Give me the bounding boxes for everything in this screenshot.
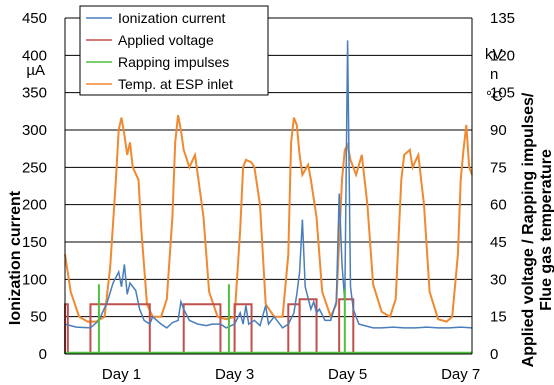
y2-tick-label-7: 105 (490, 85, 515, 102)
legend-box (79, 5, 269, 96)
y-tick-label-5: 250 (22, 159, 47, 176)
y2-tick-label-2: 30 (490, 271, 507, 288)
y-axis-title: Ionization current (7, 190, 24, 325)
legend-label-temperature: Temp. at ESP inlet (118, 76, 233, 92)
x-tick-label-2: Day 5 (328, 366, 367, 383)
y2-unit-kv: kV (485, 46, 503, 63)
y-tick-label-9: 450 (22, 10, 47, 27)
series-ionization-line (64, 40, 473, 329)
y-tick-label-7: 350 (22, 85, 47, 102)
y-tick-label-4: 200 (22, 197, 47, 214)
x-tick-label-3: Day 7 (441, 366, 480, 383)
y-tick-label-2: 100 (22, 271, 47, 288)
y2-tick-label-1: 15 (490, 309, 507, 326)
y2-tick-label-9: 135 (490, 10, 515, 27)
y2-axis-title-line1: Applied voltage / Rapping impulses/ (520, 92, 537, 367)
x-tick-label-1: Day 3 (215, 366, 254, 383)
legend: Ionization current Applied voltage Rappi… (79, 5, 269, 96)
y2-tick-label-6: 90 (490, 122, 507, 139)
y2-tick-label-3: 45 (490, 234, 507, 251)
y2-tick-label-0: 0 (490, 346, 498, 363)
y-tick-label-3: 150 (22, 234, 47, 251)
y2-unit-n: n (490, 66, 498, 83)
series-voltage-segment-5 (298, 298, 318, 354)
legend-label-ionization: Ionization current (118, 10, 226, 26)
y-tick-label-1: 50 (30, 309, 47, 326)
series-temperature-line (64, 114, 473, 323)
axes (64, 18, 473, 355)
series-voltage-segment-3 (233, 303, 253, 354)
series-voltage-segment-2 (182, 303, 222, 354)
y-tick-label-0: 0 (39, 346, 47, 363)
series-voltage-segment-1 (89, 303, 151, 354)
legend-label-rapping: Rapping impulses (118, 54, 229, 70)
legend-label-voltage: Applied voltage (118, 32, 214, 48)
tick-labels: 0 50 100 150 200 250 300 350 400 450 0 15 30 45 60 75 90… (22, 10, 515, 383)
y2-tick-label-5: 75 (490, 159, 507, 176)
y-tick-label-6: 300 (22, 122, 47, 139)
y-tick-label-8: 400 (22, 47, 47, 64)
x-tick-label-0: Day 1 (102, 366, 141, 383)
y2-axis-title-line2: Flue gas temperature (538, 149, 554, 311)
y2-tick-label-8: 120 (490, 47, 515, 64)
y2-unit-degc: °C (486, 88, 503, 105)
y-unit: µA (26, 62, 45, 79)
y2-tick-label-4: 60 (490, 197, 507, 214)
series-voltage-segment-6 (338, 298, 355, 354)
